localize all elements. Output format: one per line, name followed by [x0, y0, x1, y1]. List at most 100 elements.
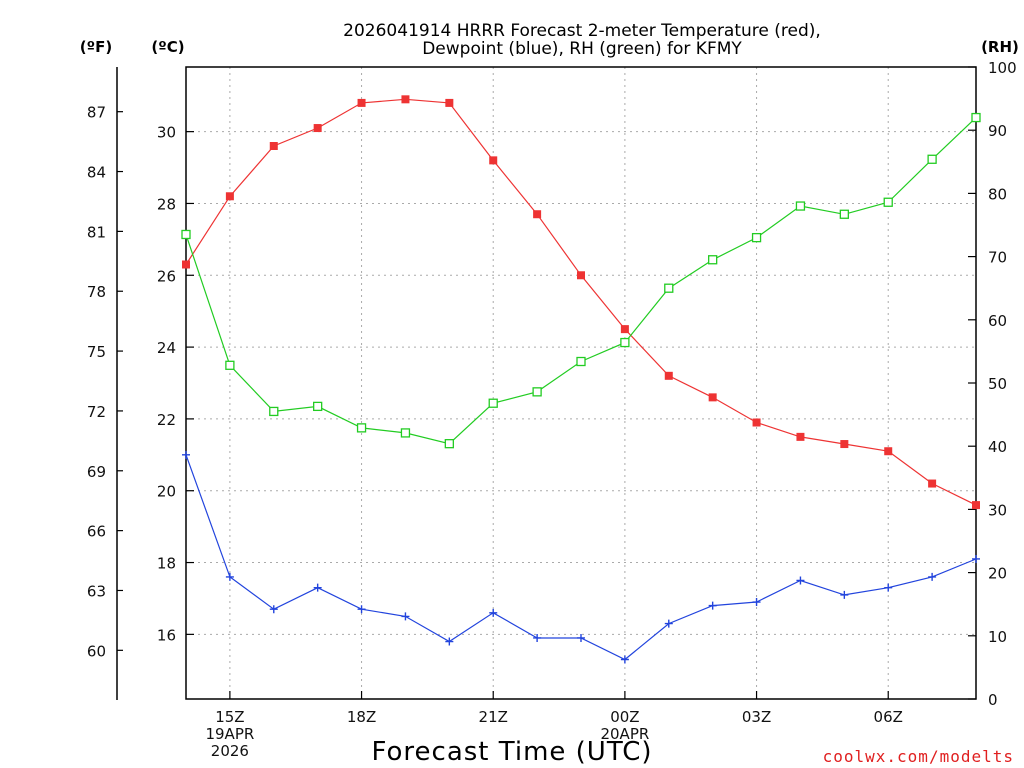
temperature-point: [401, 95, 410, 104]
fahrenheit-tick-label: 63: [87, 582, 106, 600]
dewpoint-point: [840, 590, 849, 599]
x-tick-label: 19APR: [205, 725, 254, 743]
dewpoint-point: [313, 583, 322, 592]
temperature-point: [928, 479, 937, 488]
fahrenheit-tick-label: 84: [87, 164, 106, 182]
celsius-tick-label: 28: [157, 195, 176, 213]
fahrenheit-tick-label: 69: [87, 463, 106, 481]
rh-point: [400, 428, 411, 438]
dewpoint-point: [884, 583, 893, 592]
temperature-point: [972, 501, 980, 510]
rh-unit-label: (RH): [981, 38, 1019, 56]
rh-point: [576, 356, 586, 367]
celsius-tick-label: 26: [157, 267, 176, 285]
x-tick-label: 15Z: [215, 708, 244, 726]
dewpoint-point: [269, 605, 278, 614]
dewpoint-point: [796, 576, 805, 585]
rh-point: [532, 387, 542, 397]
temperature-point: [269, 142, 278, 150]
source-credit: coolwx.com/modelts: [823, 747, 1014, 766]
rh-tick-label: 0: [988, 691, 998, 709]
x-tick-label: 03Z: [742, 708, 771, 726]
rh-point: [356, 423, 367, 433]
dewpoint-point: [225, 572, 234, 581]
x-tick-label: 20APR: [600, 725, 649, 743]
rh-tick-label: 30: [988, 501, 1007, 519]
temperature-point: [313, 124, 322, 133]
fahrenheit-tick-label: 87: [87, 104, 106, 122]
fahrenheit-unit-label: (ºF): [80, 38, 112, 56]
rh-tick-label: 60: [988, 312, 1007, 330]
temperature-point: [840, 440, 849, 449]
rh-point: [225, 360, 235, 370]
fahrenheit-tick-label: 72: [87, 403, 106, 421]
dewpoint-point: [928, 572, 937, 581]
fahrenheit-tick-label: 60: [87, 642, 106, 660]
rh-point: [269, 406, 279, 417]
temperature-point: [225, 192, 234, 201]
dewpoint-point: [533, 633, 542, 642]
temperature-point: [489, 156, 498, 165]
fahrenheit-tick-label: 78: [87, 283, 106, 301]
temperature-point: [620, 325, 629, 334]
dewpoint-point: [664, 619, 673, 628]
rh-tick-label: 70: [988, 249, 1007, 267]
rh-point: [313, 401, 323, 412]
rh-point: [927, 154, 937, 164]
rh-tick-label: 80: [988, 185, 1007, 203]
fahrenheit-tick-label: 66: [87, 523, 106, 541]
celsius-tick-label: 18: [157, 555, 176, 573]
temperature-point: [796, 432, 805, 441]
x-tick-label: 06Z: [874, 708, 903, 726]
dewpoint-point: [445, 637, 454, 646]
dewpoint-point: [577, 633, 585, 642]
rh-point: [751, 232, 762, 243]
temperature-point: [708, 393, 717, 402]
celsius-tick-label: 22: [157, 411, 176, 429]
celsius-tick-label: 20: [157, 483, 176, 501]
rh-tick-label: 90: [988, 122, 1007, 140]
rh-point: [839, 209, 849, 219]
chart-title-line-1: 2026041914 HRRR Forecast 2-meter Tempera…: [343, 21, 821, 41]
rh-point: [795, 201, 806, 211]
rh-point: [708, 255, 718, 265]
temperature-point: [445, 98, 454, 107]
rh-point: [971, 112, 981, 123]
temperature-point: [664, 371, 673, 380]
rh-point: [181, 229, 191, 240]
rh-tick-label: 10: [988, 628, 1007, 646]
x-tick-label: 2026: [211, 742, 249, 760]
dewpoint-point: [708, 601, 717, 610]
rh-point: [488, 398, 498, 408]
x-tick-label: 18Z: [347, 708, 376, 726]
dewpoint-point: [357, 605, 366, 614]
rh-point: [444, 439, 454, 449]
rh-point: [664, 283, 674, 293]
temperature-point: [357, 98, 366, 107]
fahrenheit-tick-label: 81: [87, 223, 106, 241]
celsius-tick-label: 24: [157, 339, 176, 357]
chart-title-line-2: Dewpoint (blue), RH (green) for KFMY: [422, 39, 742, 59]
temperature-point: [533, 210, 542, 219]
x-tick-label: 21Z: [479, 708, 508, 726]
celsius-tick-label: 16: [157, 626, 176, 644]
celsius-unit-label: (ºC): [151, 38, 184, 56]
rh-tick-label: 50: [988, 375, 1007, 393]
x-axis-label: Forecast Time (UTC): [371, 737, 652, 767]
rh-point: [620, 337, 630, 348]
celsius-tick-label: 30: [157, 124, 176, 142]
dewpoint-point: [489, 608, 498, 617]
rh-tick-label: 40: [988, 438, 1007, 456]
temperature-point: [182, 260, 190, 269]
temperature-point: [577, 271, 585, 280]
rh-tick-label: 100: [988, 59, 1017, 77]
temperature-point: [752, 418, 761, 427]
x-tick-label: 00Z: [610, 708, 639, 726]
dewpoint-point: [182, 450, 190, 459]
data-series: [181, 95, 981, 664]
dewpoint-point: [620, 655, 629, 664]
temperature-point: [884, 447, 893, 456]
fahrenheit-tick-label: 75: [87, 343, 106, 361]
